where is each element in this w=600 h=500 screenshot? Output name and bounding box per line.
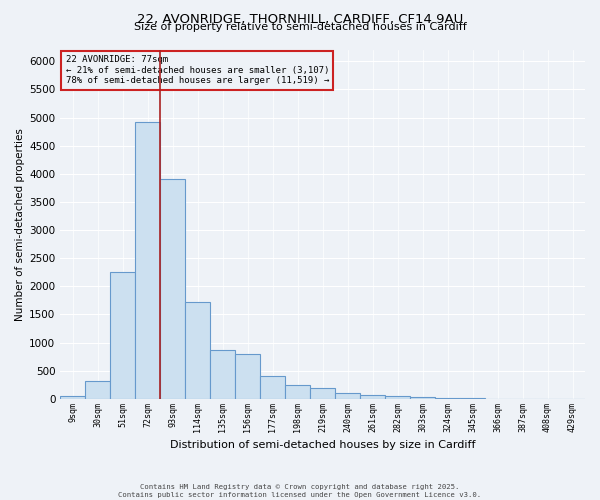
Text: Size of property relative to semi-detached houses in Cardiff: Size of property relative to semi-detach… (134, 22, 466, 32)
Bar (160, 180, 185, 399)
Bar (360, 395, 385, 399)
Bar (385, 396, 410, 399)
Bar (235, 354, 260, 399)
Bar (110, 272, 135, 399)
Bar (335, 394, 360, 399)
Bar (410, 398, 435, 399)
X-axis label: Distribution of semi-detached houses by size in Cardiff: Distribution of semi-detached houses by … (170, 440, 475, 450)
Text: Contains HM Land Registry data © Crown copyright and database right 2025.
Contai: Contains HM Land Registry data © Crown c… (118, 484, 482, 498)
Bar (210, 350, 235, 399)
Bar (135, 122, 160, 399)
Bar (435, 398, 460, 399)
Bar (185, 302, 210, 399)
Text: 22, AVONRIDGE, THORNHILL, CARDIFF, CF14 9AU: 22, AVONRIDGE, THORNHILL, CARDIFF, CF14 … (137, 12, 463, 26)
Bar (60, 396, 85, 399)
Bar (260, 376, 285, 399)
Text: 22 AVONRIDGE: 77sqm
← 21% of semi-detached houses are smaller (3,107)
78% of sem: 22 AVONRIDGE: 77sqm ← 21% of semi-detach… (65, 55, 329, 85)
Bar (310, 388, 335, 399)
Bar (285, 385, 310, 399)
Y-axis label: Number of semi-detached properties: Number of semi-detached properties (15, 128, 25, 321)
Bar (85, 382, 110, 399)
